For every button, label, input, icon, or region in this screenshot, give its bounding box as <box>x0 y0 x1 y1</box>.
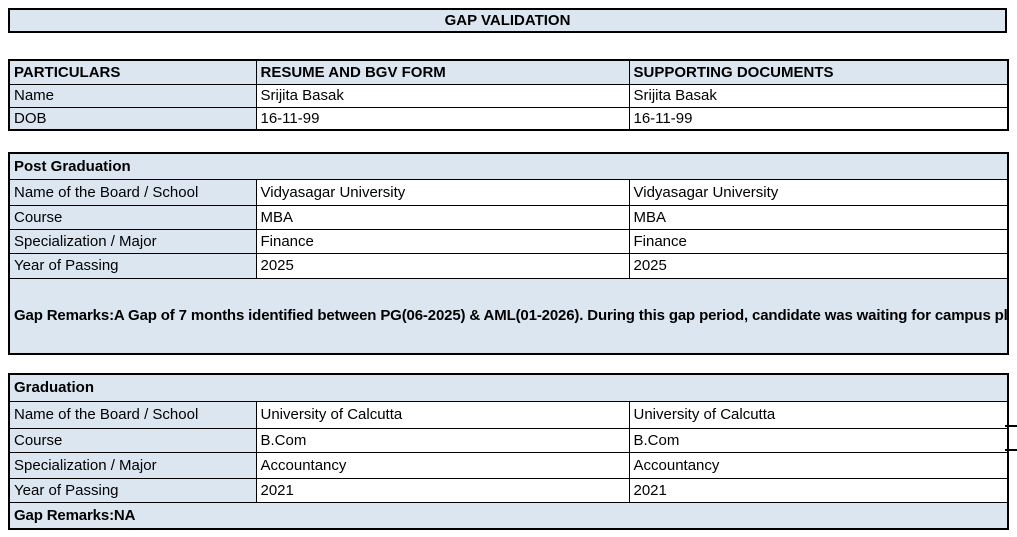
gridline-tick <box>1005 449 1017 451</box>
section-title-graduation: Graduation <box>8 373 1009 402</box>
pg-course-supporting-value: MBA <box>628 204 1009 230</box>
graduation-table: Graduation Name of the Board / School Un… <box>8 373 1010 530</box>
table-row: DOB 16-11-99 16-11-99 <box>8 106 1009 131</box>
graduation-gap-remarks: Gap Remarks:NA <box>8 501 1009 529</box>
page-title: GAP VALIDATION <box>8 8 1007 33</box>
grad-year-resume-value: 2021 <box>255 477 630 503</box>
post-graduation-table: Post Graduation Name of the Board / Scho… <box>8 152 1010 355</box>
gridline-tick <box>1005 425 1017 427</box>
row-label-course: Course <box>8 427 257 453</box>
row-label-specialization: Specialization / Major <box>8 451 257 479</box>
grad-specialization-supporting-value: Accountancy <box>628 451 1009 479</box>
row-label-dob: DOB <box>8 106 257 131</box>
table-row: Specialization / Major Accountancy Accou… <box>8 451 1009 479</box>
table-row: Name Srijita Basak Srijita Basak <box>8 83 1009 108</box>
row-label-year-of-passing: Year of Passing <box>8 477 257 503</box>
row-label-board-school: Name of the Board / School <box>8 400 257 429</box>
name-supporting-value: Srijita Basak <box>628 83 1009 108</box>
table-row: Year of Passing 2025 2025 <box>8 252 1009 279</box>
grad-course-supporting-value: B.Com <box>628 427 1009 453</box>
gap-remarks-row: Gap Remarks:A Gap of 7 months identified… <box>8 277 1009 355</box>
gap-remarks-row: Gap Remarks:NA <box>8 501 1009 529</box>
column-header-particulars: PARTICULARS <box>8 59 257 85</box>
pg-course-resume-value: MBA <box>255 204 630 230</box>
row-label-course: Course <box>8 204 257 230</box>
pg-board-supporting-value: Vidyasagar University <box>628 178 1009 206</box>
section-title-post-graduation: Post Graduation <box>8 152 1009 180</box>
table-header-row: PARTICULARS RESUME AND BGV FORM SUPPORTI… <box>8 59 1009 85</box>
name-resume-value: Srijita Basak <box>255 83 630 108</box>
pg-year-resume-value: 2025 <box>255 252 630 279</box>
section-header-row: Post Graduation <box>8 152 1009 180</box>
row-label-name: Name <box>8 83 257 108</box>
pg-specialization-supporting-value: Finance <box>628 228 1009 254</box>
grad-board-resume-value: University of Calcutta <box>255 400 630 429</box>
row-label-specialization: Specialization / Major <box>8 228 257 254</box>
row-label-board-school: Name of the Board / School <box>8 178 257 206</box>
grad-course-resume-value: B.Com <box>255 427 630 453</box>
table-row: Year of Passing 2021 2021 <box>8 477 1009 503</box>
table-row: Specialization / Major Finance Finance <box>8 228 1009 254</box>
row-label-year-of-passing: Year of Passing <box>8 252 257 279</box>
grad-year-supporting-value: 2021 <box>628 477 1009 503</box>
table-row: Course B.Com B.Com <box>8 427 1009 453</box>
grad-board-supporting-value: University of Calcutta <box>628 400 1009 429</box>
table-row: Name of the Board / School University of… <box>8 400 1009 429</box>
column-header-resume-bgv: RESUME AND BGV FORM <box>255 59 630 85</box>
pg-year-supporting-value: 2025 <box>628 252 1009 279</box>
post-graduation-gap-remarks: Gap Remarks:A Gap of 7 months identified… <box>8 277 1009 355</box>
dob-supporting-value: 16-11-99 <box>628 106 1009 131</box>
particulars-table: PARTICULARS RESUME AND BGV FORM SUPPORTI… <box>8 59 1009 131</box>
column-header-supporting-docs: SUPPORTING DOCUMENTS <box>628 59 1009 85</box>
pg-board-resume-value: Vidyasagar University <box>255 178 630 206</box>
table-row: Course MBA MBA <box>8 204 1009 230</box>
dob-resume-value: 16-11-99 <box>255 106 630 131</box>
pg-specialization-resume-value: Finance <box>255 228 630 254</box>
grad-specialization-resume-value: Accountancy <box>255 451 630 479</box>
section-header-row: Graduation <box>8 373 1009 402</box>
table-row: Name of the Board / School Vidyasagar Un… <box>8 178 1009 206</box>
